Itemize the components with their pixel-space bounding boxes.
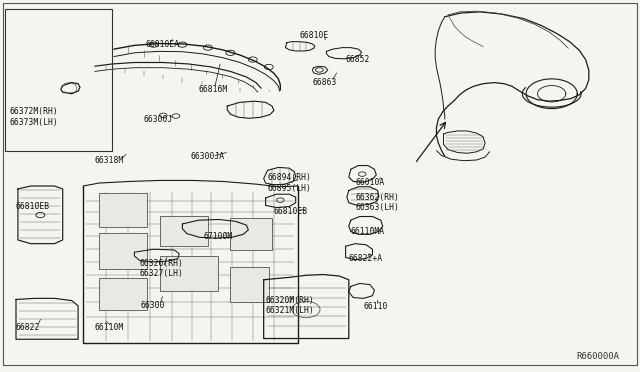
- Text: 66852: 66852: [346, 55, 370, 64]
- Bar: [99, 233, 147, 269]
- Text: 66810EB: 66810EB: [274, 207, 308, 216]
- Text: 66810E: 66810E: [300, 31, 329, 40]
- Text: 66810EB: 66810EB: [16, 202, 50, 211]
- Text: 66110: 66110: [364, 302, 388, 311]
- Text: 66318M: 66318M: [95, 156, 124, 165]
- Text: 66816M: 66816M: [198, 85, 228, 94]
- Text: 66300: 66300: [141, 301, 165, 310]
- Text: 66110M: 66110M: [95, 323, 124, 332]
- Text: 66863: 66863: [312, 78, 337, 87]
- Bar: [230, 267, 269, 302]
- Text: R660000A: R660000A: [577, 352, 620, 361]
- Bar: [99, 193, 147, 227]
- Text: 67100M: 67100M: [204, 232, 233, 241]
- Text: 66010A: 66010A: [355, 178, 385, 187]
- Text: 66300J: 66300J: [144, 115, 173, 124]
- Text: 66320M(RH)
66321M(LH): 66320M(RH) 66321M(LH): [266, 296, 314, 315]
- Text: 66362(RH)
66363(LH): 66362(RH) 66363(LH): [355, 193, 399, 212]
- Text: 66822+A: 66822+A: [349, 254, 383, 263]
- Text: 66810EA: 66810EA: [146, 40, 180, 49]
- Text: 66110MA: 66110MA: [351, 227, 385, 236]
- Text: 66326(RH)
66327(LH): 66326(RH) 66327(LH): [140, 259, 184, 278]
- Text: 66300JA: 66300JA: [191, 153, 225, 161]
- Text: 66894(RH)
66895(LH): 66894(RH) 66895(LH): [268, 173, 312, 193]
- Text: 66372M(RH)
66373M(LH): 66372M(RH) 66373M(LH): [10, 108, 58, 127]
- Text: 66822: 66822: [16, 323, 40, 332]
- Bar: [160, 216, 208, 246]
- Bar: [160, 256, 218, 291]
- Bar: [230, 218, 272, 250]
- Bar: [99, 278, 147, 310]
